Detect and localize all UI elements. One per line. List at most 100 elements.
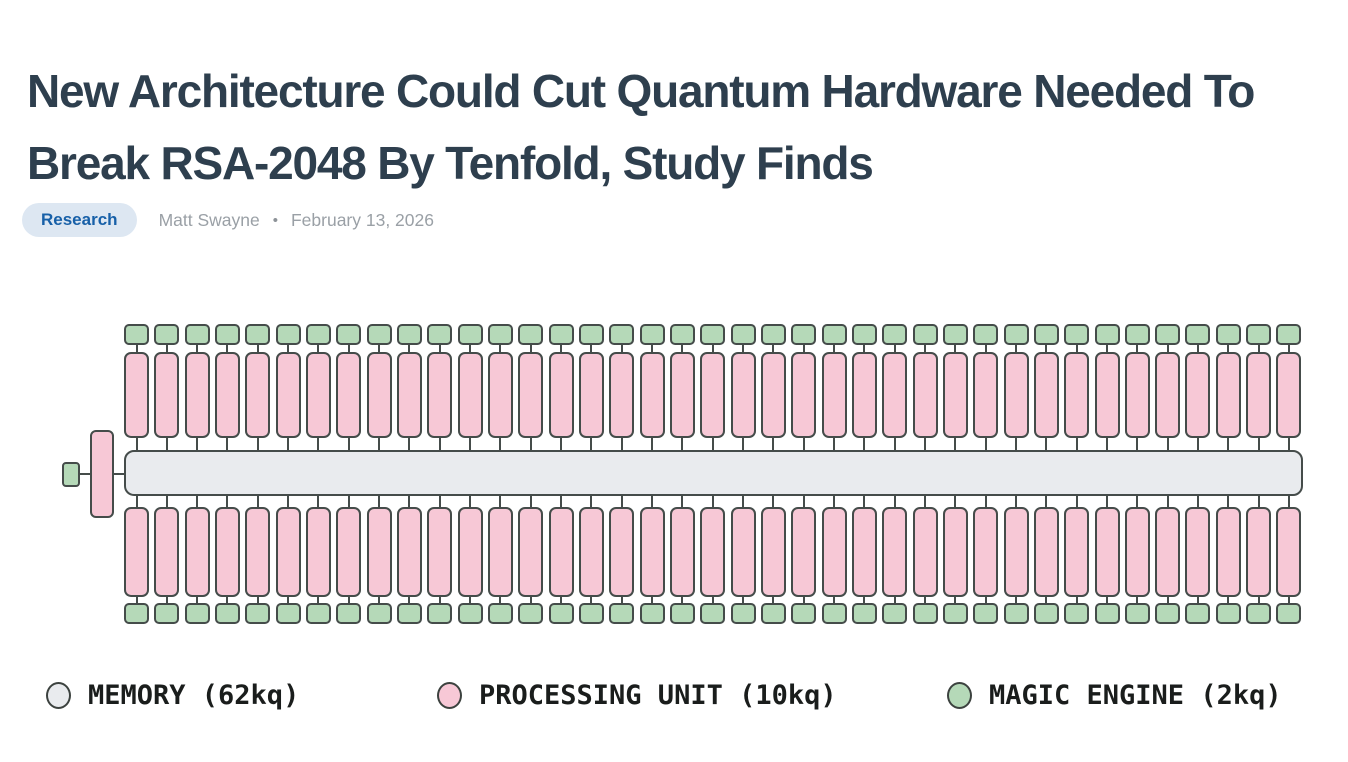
publish-date: February 13, 2026 (290, 209, 434, 230)
processing-column (245, 496, 271, 624)
magic-engine-cell (1276, 603, 1302, 624)
connector-line (590, 345, 593, 352)
processing-column (457, 496, 483, 624)
processing-column (336, 324, 362, 450)
magic-engine-cell (548, 324, 574, 345)
processing-column (275, 324, 301, 450)
legend-label-magic: MAGIC ENGINE (2kq) (989, 680, 1282, 711)
processing-column (124, 324, 149, 450)
connector-line (620, 597, 623, 603)
processing-unit-cell (609, 352, 635, 438)
processing-column (457, 324, 483, 450)
processing-column (366, 324, 392, 450)
connector-line (408, 597, 411, 603)
processing-column (427, 496, 453, 624)
magic-swatch-icon (947, 682, 972, 709)
processing-unit-cell (518, 352, 544, 438)
connector-line (1166, 438, 1169, 450)
processing-unit-cell (942, 352, 968, 438)
processing-column (639, 496, 665, 624)
connector-line (226, 496, 229, 507)
processing-row-top (124, 324, 1302, 450)
connector-line (984, 597, 987, 603)
processing-column (548, 324, 574, 450)
connector-line (711, 496, 714, 507)
connector-line (317, 496, 320, 507)
connector-line (1287, 438, 1290, 450)
processing-column (1276, 324, 1302, 450)
processing-unit-cell (548, 352, 574, 438)
connector-line (529, 597, 532, 603)
processing-column (942, 496, 968, 624)
magic-engine-cell (396, 324, 422, 345)
magic-engine-cell (1246, 324, 1272, 345)
processing-unit-cell (154, 352, 180, 438)
connector-line (1015, 438, 1018, 450)
magic-engine-cell (214, 324, 240, 345)
magic-engine-cell (427, 324, 453, 345)
connector-line (378, 496, 381, 507)
magic-engine-cell (518, 603, 544, 624)
connector-line (590, 496, 593, 507)
magic-engine-cell (700, 324, 726, 345)
category-badge[interactable]: Research (22, 203, 137, 237)
connector-line (1196, 438, 1199, 450)
processing-column (1064, 324, 1090, 450)
processing-unit-cell (336, 352, 362, 438)
magic-engine-cell (791, 603, 817, 624)
processing-unit-cell (487, 507, 513, 597)
processing-column (1215, 496, 1241, 624)
connector-line (347, 345, 350, 352)
processing-unit-cell (305, 507, 331, 597)
connector-line (438, 345, 441, 352)
connector-line (1196, 597, 1199, 603)
magic-engine-cell (609, 324, 635, 345)
connector-line (408, 496, 411, 507)
connector-line (924, 345, 927, 352)
magic-engine-cell (336, 324, 362, 345)
connector-line (499, 345, 502, 352)
processing-column (851, 324, 877, 450)
processing-column (275, 496, 301, 624)
processing-column (578, 496, 604, 624)
processing-unit-cell (669, 507, 695, 597)
connector-line (1106, 597, 1108, 603)
processing-column (912, 324, 938, 450)
connector-line (742, 345, 745, 352)
connector-line (1227, 438, 1230, 450)
magic-engine-cell (973, 324, 999, 345)
connector-line (135, 597, 138, 603)
processing-column (882, 324, 908, 450)
meta-separator-dot: • (272, 211, 278, 229)
connector-line (711, 438, 714, 450)
processing-unit-cell (305, 352, 331, 438)
magic-engine-cell (124, 324, 149, 345)
connector-line (1257, 438, 1260, 450)
processing-unit-cell (245, 352, 271, 438)
magic-engine-cell (1124, 603, 1150, 624)
connector-line (1106, 496, 1108, 507)
processing-unit-cell (184, 352, 210, 438)
connector-line (772, 597, 775, 603)
magic-engine-cell (1185, 324, 1211, 345)
processing-unit-cell (245, 507, 271, 597)
connector-line (1166, 597, 1169, 603)
connector-line (863, 345, 866, 352)
processing-row-bottom (124, 496, 1302, 624)
connector-line (469, 438, 472, 450)
connector-line (287, 438, 290, 450)
processing-column (1185, 324, 1211, 450)
processing-column (214, 324, 240, 450)
connector-line (469, 597, 472, 603)
connector-line (954, 438, 957, 450)
processing-unit-cell (1124, 507, 1150, 597)
connector-line (620, 345, 623, 352)
processing-unit-cell (700, 352, 726, 438)
processing-unit-cell (275, 507, 301, 597)
processing-unit-cell (1215, 507, 1241, 597)
magic-engine-cell (305, 603, 331, 624)
magic-engine-cell (851, 324, 877, 345)
connector-line (1166, 496, 1169, 507)
connector-line (954, 496, 957, 507)
connector-line (560, 597, 563, 603)
